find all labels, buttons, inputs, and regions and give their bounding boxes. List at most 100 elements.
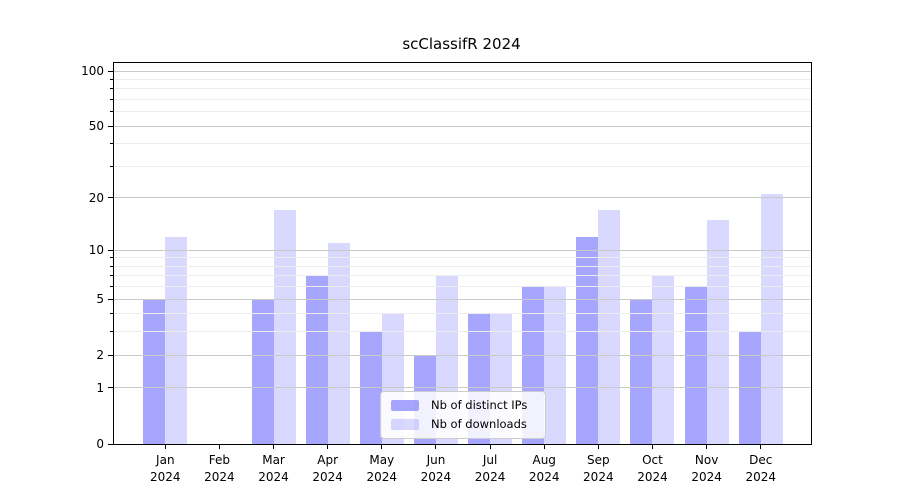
y-minortick-8 — [110, 265, 113, 267]
x-label-month: Jul — [482, 453, 498, 467]
bar-ips-apr — [305, 275, 328, 444]
y-minortick-90 — [110, 78, 113, 80]
y-minortick-80 — [110, 88, 113, 90]
legend-item-downloads: Nb of downloads — [391, 418, 537, 431]
axis-layer: 0 1 2 5 10 20 50 100 Jan 2024 Feb 2024 Mar 2024 Apr 202… — [81, 63, 811, 484]
x-tick-label-feb: Feb 2024 — [191, 452, 247, 486]
legend: Nb of distinct IPs Nb of downloads — [380, 391, 546, 439]
bar-ips-sep — [576, 236, 599, 444]
gridline-major-10 — [114, 249, 811, 251]
y-minortick-4 — [110, 313, 113, 315]
x-tick-label-sep: Sep 2024 — [570, 452, 626, 486]
y-tick-10 — [108, 249, 113, 251]
x-tick-nov — [706, 444, 708, 449]
gridline-minor-6 — [114, 286, 811, 288]
x-tick-label-mar: Mar 2024 — [246, 452, 302, 486]
y-minortick-6 — [110, 286, 113, 288]
x-label-month: Jan — [156, 453, 175, 467]
gridline-major-50 — [114, 125, 811, 127]
x-tick-aug — [543, 444, 545, 449]
x-label-month: Mar — [262, 453, 285, 467]
y-tick-0 — [108, 443, 113, 445]
x-tick-label-dec: Dec 2024 — [733, 452, 789, 486]
x-tick-label-jan: Jan 2024 — [137, 452, 193, 486]
x-tick-feb — [218, 444, 220, 449]
bar-downloads-mar — [273, 210, 296, 444]
gridline-minor-4 — [114, 313, 811, 315]
bar-ips-mar — [251, 299, 274, 444]
gridline-minor-90 — [114, 78, 811, 80]
x-label-year: 2024 — [366, 470, 398, 484]
x-tick-mar — [273, 444, 275, 449]
x-tick-label-apr: Apr 2024 — [300, 452, 356, 486]
y-tick-label-0: 0 — [96, 437, 104, 451]
x-label-month: Oct — [642, 453, 663, 467]
plot-area: 0 1 2 5 10 20 50 100 Jan 2024 Feb 2024 Mar 2024 Apr 202… — [81, 62, 812, 484]
y-minortick-70 — [110, 98, 113, 100]
bar-downloads-jan — [165, 236, 188, 444]
gridline-major-1 — [114, 387, 811, 389]
bar-ips-jan — [143, 299, 166, 444]
x-label-year: 2024 — [528, 470, 560, 484]
x-label-year: 2024 — [204, 470, 235, 484]
gridline-minor-60 — [114, 111, 811, 113]
gridline-minor-3 — [114, 331, 811, 333]
x-tick-oct — [651, 444, 653, 449]
y-minortick-30 — [110, 165, 113, 167]
bar-downloads-sep — [598, 210, 621, 444]
y-tick-5 — [108, 298, 113, 300]
y-tick-20 — [108, 197, 113, 199]
x-label-year: 2024 — [745, 470, 776, 484]
legend-swatch-distinct-ips — [391, 400, 419, 411]
gridline-minor-70 — [114, 98, 811, 100]
x-tick-label-jul: Jul 2024 — [462, 452, 518, 486]
gridline-minor-80 — [114, 88, 811, 90]
bar-ips-nov — [684, 286, 707, 444]
x-label-month: Aug — [532, 453, 556, 467]
y-minortick-60 — [110, 111, 113, 113]
x-tick-jul — [489, 444, 491, 449]
x-label-month: Apr — [317, 453, 339, 467]
bar-downloads-oct — [652, 275, 675, 444]
gridline-minor-30 — [114, 165, 811, 167]
x-tick-label-nov: Nov 2024 — [679, 452, 735, 486]
legend-label-downloads: Nb of downloads — [431, 417, 527, 431]
y-tick-label-1: 1 — [96, 380, 104, 395]
x-tick-sep — [597, 444, 599, 449]
gridline-minor-8 — [114, 265, 811, 267]
legend-label-distinct-ips: Nb of distinct IPs — [431, 398, 528, 412]
x-tick-jan — [164, 444, 166, 449]
y-minortick-7 — [110, 275, 113, 277]
y-minortick-40 — [110, 143, 113, 145]
bar-ips-oct — [630, 299, 653, 444]
x-tick-apr — [327, 444, 329, 449]
y-minortick-3 — [110, 331, 113, 333]
x-label-month: Dec — [749, 453, 773, 467]
x-label-month: May — [369, 453, 395, 467]
gridline-major-5 — [114, 298, 811, 300]
x-label-year: 2024 — [691, 470, 722, 484]
bar-downloads-dec — [760, 194, 783, 444]
x-label-year: 2024 — [583, 470, 614, 484]
y-tick-label-10: 10 — [88, 243, 104, 258]
x-tick-label-may: May 2024 — [354, 452, 410, 486]
gridline-major-20 — [114, 197, 811, 199]
x-tick-dec — [760, 444, 762, 449]
gridline-minor-7 — [114, 275, 811, 277]
x-label-year: 2024 — [637, 470, 668, 484]
x-label-year: 2024 — [258, 470, 289, 484]
y-tick-label-2: 2 — [96, 348, 104, 363]
x-label-month: Nov — [694, 453, 719, 467]
x-label-month: Jun — [426, 453, 446, 467]
x-tick-label-oct: Oct 2024 — [624, 452, 680, 486]
y-tick-100 — [108, 70, 113, 72]
y-tick-50 — [108, 125, 113, 127]
bar-downloads-apr — [327, 243, 350, 444]
y-minortick-9 — [110, 257, 113, 259]
y-tick-label-20: 20 — [88, 190, 104, 205]
chart-title: scClassifR 2024 — [402, 35, 521, 53]
bar-downloads-aug — [544, 286, 567, 444]
gridline-minor-9 — [114, 257, 811, 259]
y-tick-label-5: 5 — [96, 292, 104, 307]
